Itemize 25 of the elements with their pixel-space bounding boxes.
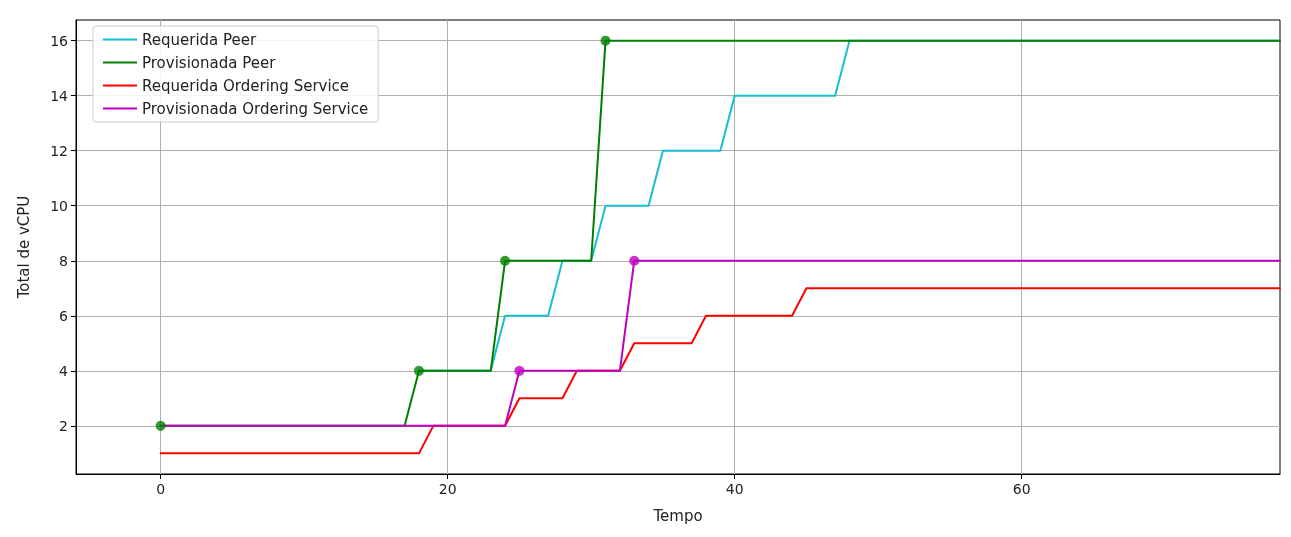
y-tick-label: 8 xyxy=(59,252,68,269)
legend-label: Requerida Peer xyxy=(142,30,258,49)
point xyxy=(600,35,611,46)
x-axis-title: Tempo xyxy=(652,506,703,525)
legend-label: Provisionada Ordering Service xyxy=(142,99,369,118)
x-tick-label: 60 xyxy=(1012,481,1031,497)
y-tick-label: 2 xyxy=(59,417,68,434)
point xyxy=(413,365,424,376)
point xyxy=(629,255,640,266)
y-tick-label: 4 xyxy=(59,362,69,379)
point xyxy=(514,365,525,376)
y-tick-label: 14 xyxy=(50,87,69,104)
y-tick-label: 12 xyxy=(50,142,68,159)
y-tick-label: 10 xyxy=(50,197,68,214)
y-axis-title: Total de vCPU xyxy=(14,195,33,300)
y-tick-label: 6 xyxy=(59,307,69,324)
legend-label: Requerida Ordering Service xyxy=(142,76,350,95)
legend-label: Provisionada Peer xyxy=(142,53,277,72)
point xyxy=(155,420,166,431)
y-tick-label: 16 xyxy=(50,32,69,49)
x-tick-label: 20 xyxy=(438,481,457,497)
point xyxy=(500,255,511,266)
x-tick-label: 0 xyxy=(156,481,166,497)
line-series xyxy=(159,287,1281,455)
x-tick-label: 40 xyxy=(725,481,744,497)
